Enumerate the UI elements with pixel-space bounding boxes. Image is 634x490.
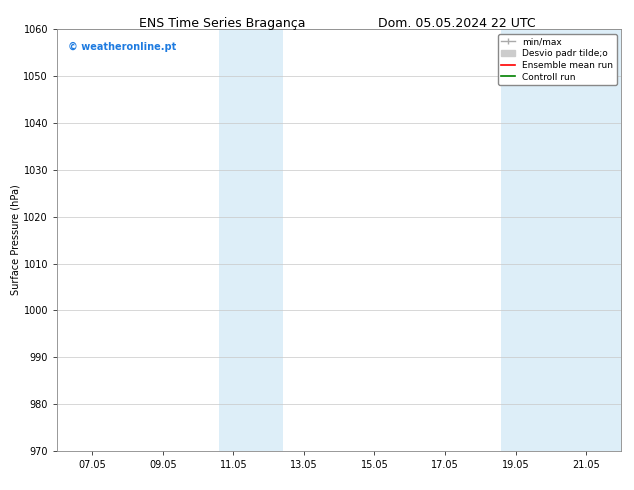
Text: © weatheronline.pt: © weatheronline.pt (68, 42, 177, 52)
Bar (219, 29, 283, 451)
Text: Dom. 05.05.2024 22 UTC: Dom. 05.05.2024 22 UTC (378, 17, 535, 30)
Bar (501, 29, 621, 451)
Legend: min/max, Desvio padr tilde;o, Ensemble mean run, Controll run: min/max, Desvio padr tilde;o, Ensemble m… (498, 34, 617, 85)
Y-axis label: Surface Pressure (hPa): Surface Pressure (hPa) (11, 185, 21, 295)
Text: ENS Time Series Bragança: ENS Time Series Bragança (139, 17, 305, 30)
